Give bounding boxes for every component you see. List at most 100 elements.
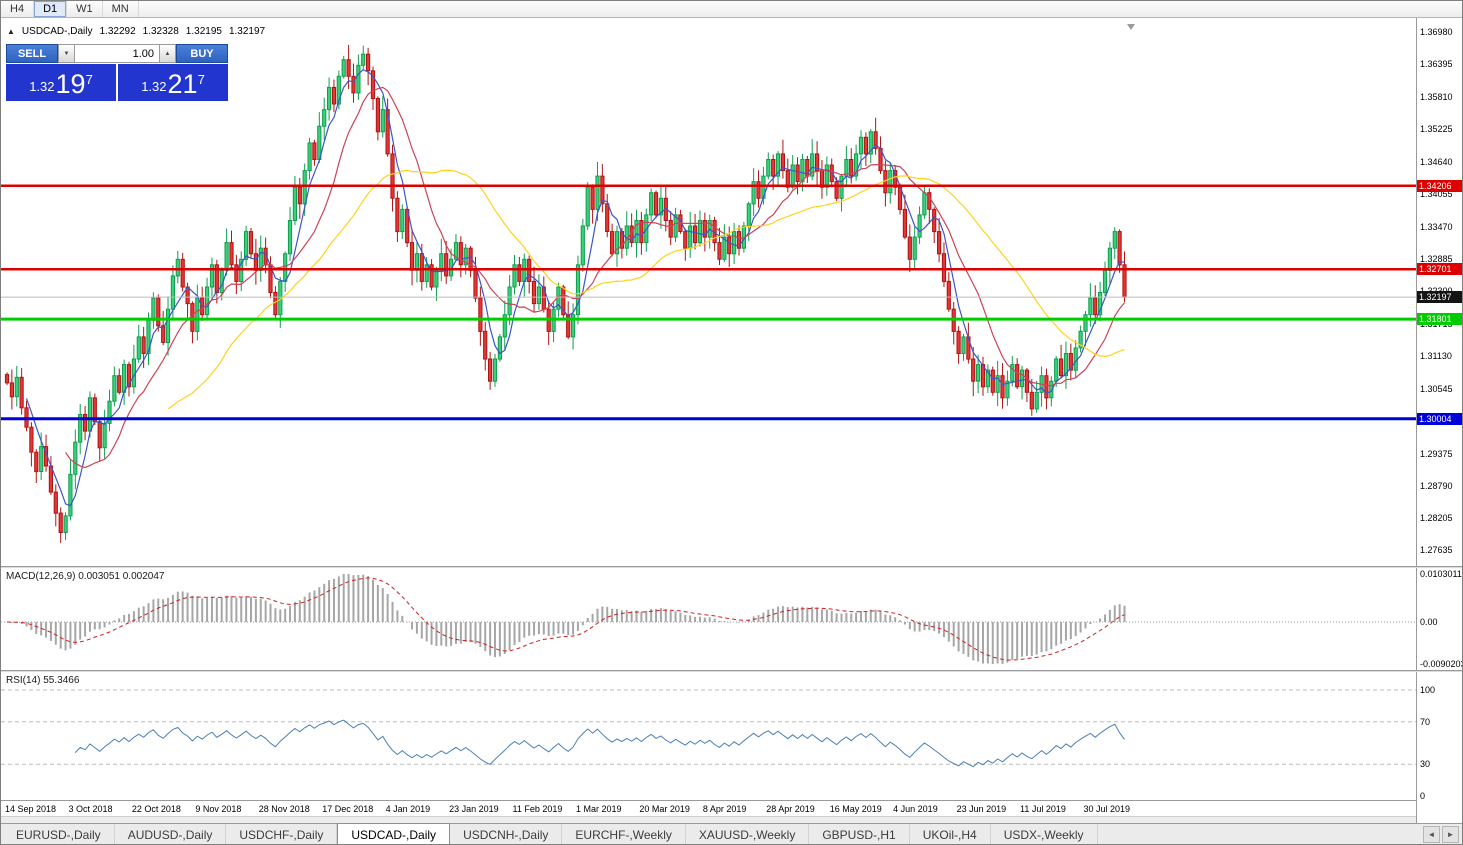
- candle: [1102, 269, 1108, 294]
- time-axis-label: 8 Apr 2019: [702, 804, 747, 814]
- candle: [854, 153, 859, 177]
- chart-tab-eurusd-daily[interactable]: EURUSD-,Daily: [3, 824, 115, 844]
- time-axis-label: 28 Apr 2019: [766, 804, 815, 814]
- candle: [478, 297, 483, 332]
- price-axis-tick: 1.36980: [1420, 27, 1453, 37]
- candle: [502, 314, 507, 338]
- sell-button[interactable]: SELL: [6, 44, 58, 63]
- candle: [531, 280, 537, 305]
- ma-line-13: [65, 86, 1125, 469]
- timeframe-toolbar: H4 D1 W1 MN: [1, 1, 1462, 18]
- timeframe-button-d1[interactable]: D1: [34, 1, 68, 17]
- candle: [956, 330, 961, 354]
- price-pane[interactable]: ▲ USDCAD-,Daily 1.32292 1.32328 1.32195 …: [1, 18, 1416, 566]
- chart-tab-gbpusd-h1[interactable]: GBPUSD-,H1: [809, 824, 910, 844]
- candle: [1098, 292, 1103, 316]
- candle: [39, 446, 44, 473]
- candle: [195, 297, 200, 332]
- price-axis-tick: 1.29375: [1420, 448, 1453, 459]
- candle: [4, 374, 10, 384]
- time-axis[interactable]: 14 Sep 2018 3 Oct 2018 22 Oct 2018 9 Nov 20…: [1, 800, 1416, 816]
- volume-increase-button[interactable]: ▲: [159, 44, 176, 63]
- candle: [439, 253, 444, 271]
- chart-tab-audusd-daily[interactable]: AUDUSD-,Daily: [115, 824, 227, 844]
- time-axis-label: 20 Mar 2019: [639, 804, 690, 814]
- candle: [1005, 380, 1010, 399]
- candle: [668, 220, 673, 238]
- tab-scroll-left-button[interactable]: ◄: [1423, 826, 1440, 843]
- candle: [946, 280, 951, 310]
- candle: [414, 253, 419, 271]
- price-hlines: [1, 184, 1416, 421]
- candle: [732, 231, 737, 255]
- volume-decrease-button[interactable]: ▼: [58, 44, 75, 63]
- candle: [1059, 358, 1064, 377]
- time-axis-label: 17 Dec 2018: [322, 804, 374, 814]
- price-level-badge: 1.31801: [1417, 313, 1462, 326]
- macd-pane[interactable]: MACD(12,26,9) 0.003051 0.002047: [1, 568, 1416, 670]
- pane-splitter[interactable]: [1, 670, 1462, 672]
- chevron-up-icon: ▲: [164, 50, 171, 57]
- candle: [58, 512, 63, 534]
- candle: [561, 286, 566, 316]
- current-price-badge: 1.32197: [1417, 291, 1462, 304]
- ohlc-high-value: 1.32328: [142, 26, 179, 37]
- candle: [68, 473, 73, 517]
- candle: [810, 153, 815, 177]
- candle: [571, 314, 576, 338]
- candle: [283, 253, 288, 282]
- candle: [463, 247, 468, 266]
- chart-tab-usdx-weekly[interactable]: USDX-,Weekly: [991, 824, 1098, 844]
- candle: [107, 400, 112, 424]
- time-axis-label: 22 Oct 2018: [131, 804, 181, 814]
- timeframe-button-mn[interactable]: MN: [103, 1, 139, 17]
- candle: [727, 236, 732, 255]
- tab-scroll-right-button[interactable]: ►: [1442, 826, 1459, 843]
- candle: [941, 253, 947, 282]
- chevron-down-icon: ▼: [63, 50, 70, 57]
- candle: [985, 369, 990, 388]
- chart-tab-usdcad-daily[interactable]: USDCAD-,Daily: [337, 823, 451, 844]
- macd-axis-tick: 0.0103011: [1420, 569, 1462, 579]
- candle: [790, 164, 795, 188]
- buy-button[interactable]: BUY: [176, 44, 228, 63]
- pane-splitter[interactable]: [1, 566, 1462, 568]
- chart-tab-usdchf-daily[interactable]: USDCHF-,Daily: [226, 824, 338, 844]
- candle: [595, 175, 600, 210]
- buy-price-display[interactable]: 1.32 21 7: [118, 64, 228, 101]
- macd-chart-canvas[interactable]: [1, 568, 1416, 670]
- candle: [87, 397, 93, 432]
- chart-tab-xauusd-weekly[interactable]: XAUUSD-,Weekly: [686, 824, 810, 844]
- time-axis-label: 14 Sep 2018: [5, 804, 57, 814]
- rsi-chart-canvas[interactable]: [1, 672, 1416, 800]
- chart-tab-ukoil-h4[interactable]: UKOil-,H4: [910, 824, 991, 844]
- candle: [336, 75, 341, 105]
- tab-scroll-controls: ◄ ►: [1423, 826, 1459, 843]
- macd-indicator-label: MACD(12,26,9) 0.003051 0.002047: [6, 571, 165, 582]
- chart-tab-eurchf-weekly[interactable]: EURCHF-,Weekly: [562, 824, 686, 844]
- timeframe-button-w1[interactable]: W1: [67, 1, 103, 17]
- sell-price-display[interactable]: 1.32 19 7: [6, 64, 116, 101]
- chart-tab-usdcnh-daily[interactable]: USDCNH-,Daily: [450, 824, 563, 844]
- timeframe-button-h4[interactable]: H4: [1, 1, 35, 17]
- candle: [771, 159, 776, 177]
- rsi-pane[interactable]: RSI(14) 55.3466: [1, 672, 1416, 800]
- price-axis[interactable]: 1.36980 1.36395 1.35810 1.35225 1.34640 1.340…: [1416, 18, 1462, 823]
- candle: [902, 208, 907, 238]
- candle: [922, 192, 927, 216]
- horizontal-scrollbar[interactable]: [1, 816, 1462, 823]
- candle: [1010, 364, 1015, 382]
- candle: [619, 231, 624, 249]
- candle: [868, 131, 873, 155]
- candle: [473, 269, 478, 299]
- volume-input[interactable]: [75, 44, 159, 63]
- candle: [156, 297, 161, 327]
- price-chart-canvas[interactable]: [1, 18, 1416, 566]
- candle: [766, 159, 771, 177]
- candle: [697, 220, 703, 244]
- candle: [1034, 391, 1039, 410]
- candle: [585, 186, 590, 227]
- price-axis-tick: 1.31130: [1420, 351, 1452, 362]
- candle: [746, 203, 751, 227]
- candle: [517, 264, 522, 282]
